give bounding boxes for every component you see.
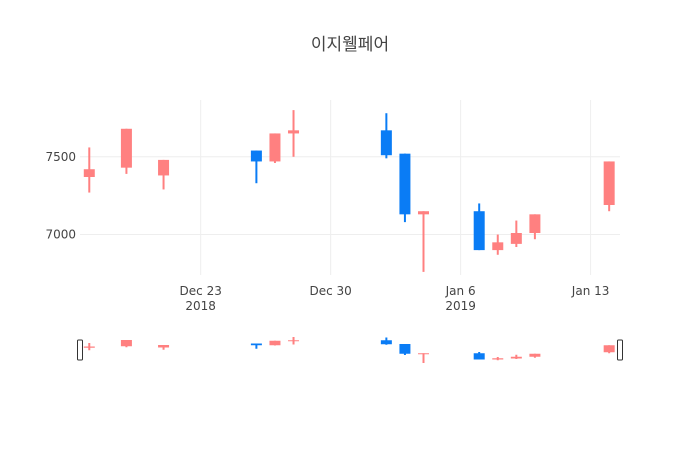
slider-candle-body (288, 340, 300, 342)
candle-body (492, 242, 504, 251)
range-slider (80, 335, 620, 365)
slider-candle-body (473, 353, 485, 360)
slider-candle-body (269, 340, 281, 346)
slider-candle-body (83, 346, 95, 348)
candle-body (269, 133, 281, 162)
slider-candle-body (492, 358, 504, 360)
candle-body (473, 211, 485, 251)
slider-candle-body (417, 353, 429, 355)
slider-candle-body (120, 340, 132, 347)
candle-body (417, 211, 429, 215)
slider-candle-body (510, 356, 522, 359)
candle-body (158, 159, 170, 176)
x-tick-label: Dec 23 2018 (180, 284, 222, 313)
range-handle[interactable] (617, 339, 623, 361)
chart-title: 이지웰페어 (311, 35, 389, 55)
candle-body (380, 130, 392, 156)
slider-candle-body (380, 340, 392, 345)
candle-body (529, 214, 541, 233)
x-tick-label: Jan 6 2019 (445, 284, 476, 313)
slider-candle-body (158, 345, 170, 348)
candle-body (120, 128, 132, 168)
slider-candle-body (250, 343, 262, 346)
candle-body (603, 161, 615, 205)
candle-body (83, 169, 95, 177)
x-tick-label: Dec 30 (310, 284, 352, 298)
y-tick-label: 7500 (45, 150, 76, 164)
candle-body (250, 150, 262, 162)
candle-body (399, 153, 411, 215)
candle-body (288, 130, 300, 134)
range-handle[interactable] (77, 339, 83, 361)
x-tick-label: Jan 13 (571, 284, 610, 298)
slider-candle-body (603, 345, 615, 353)
candle-body (510, 233, 522, 244)
slider-candle-body (399, 344, 411, 354)
slider-candle-body (529, 353, 541, 357)
y-tick-label: 7000 (45, 228, 76, 242)
